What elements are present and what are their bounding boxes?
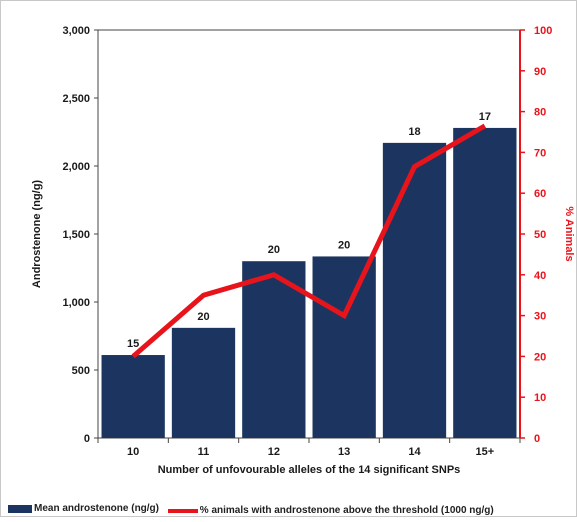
left-tick-label: 0 [84, 433, 90, 445]
left-tick-label: 1,500 [62, 229, 90, 241]
left-tick-label: 2,000 [62, 161, 90, 173]
legend-swatch-bar [8, 505, 32, 513]
right-tick-label: 60 [534, 188, 546, 200]
left-tick-label: 500 [72, 365, 90, 377]
left-tick-label: 3,000 [62, 25, 90, 37]
y-axis-title: Androstenone (ng/g) [31, 180, 43, 288]
right-tick-label: 40 [534, 270, 546, 282]
legend-item-bar: Mean androstenone (ng/g) [0, 503, 159, 514]
x-tick-label-13: 13 [338, 446, 350, 458]
y2-axis-title: % Animals [563, 206, 575, 261]
x-axis-title: Number of unfovourable alleles of the 14… [158, 464, 461, 476]
right-tick-label: 20 [534, 351, 546, 363]
right-tick-label: 90 [534, 66, 546, 78]
left-tick-label: 1,000 [62, 297, 90, 309]
x-tick-label-14: 14 [408, 446, 421, 458]
bar-11 [172, 328, 235, 438]
x-tick-label-12: 12 [268, 446, 280, 458]
right-tick-label: 10 [534, 392, 546, 404]
legend-label-bar: Mean androstenone (ng/g) [34, 503, 159, 514]
right-tick-label: 80 [534, 107, 546, 119]
bar-label-14: 18 [408, 126, 420, 138]
left-tick-label: 2,500 [62, 93, 90, 105]
bar-10 [102, 355, 165, 438]
legend-label-line: % animals with androstenone above the th… [200, 505, 494, 516]
legend-swatch-line [168, 509, 198, 513]
bar-15+ [453, 128, 516, 438]
right-tick-label: 100 [534, 25, 552, 37]
bar-14 [383, 143, 446, 438]
legend-item-line: % animals with androstenone above the th… [166, 505, 494, 516]
right-tick-label: 70 [534, 147, 546, 159]
x-tick-label-11: 11 [198, 446, 210, 458]
right-tick-label: 30 [534, 311, 546, 323]
right-tick-label: 50 [534, 229, 546, 241]
bar-13 [313, 256, 376, 438]
x-tick-label-15+: 15+ [475, 446, 494, 458]
x-tick-label-10: 10 [127, 446, 139, 458]
bar-label-12: 20 [268, 244, 280, 256]
bar-label-15+: 17 [479, 111, 491, 123]
right-tick-label: 0 [534, 433, 540, 445]
bar-label-11: 20 [197, 311, 209, 323]
bar-label-10: 15 [127, 338, 139, 350]
legend: Mean androstenone (ng/g) % animals with … [0, 503, 577, 517]
bar-label-13: 20 [338, 239, 350, 251]
